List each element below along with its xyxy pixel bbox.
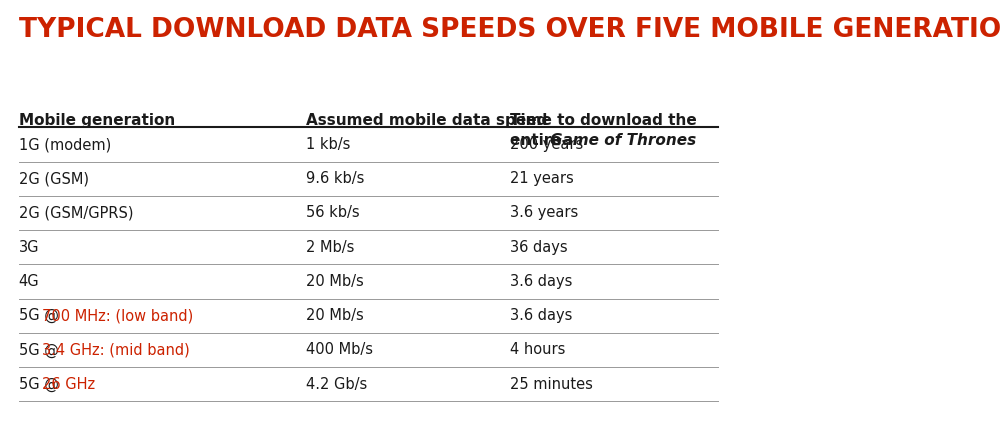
Text: 5G @: 5G @ bbox=[19, 377, 63, 392]
Text: entire: entire bbox=[510, 133, 567, 148]
Text: 3.6 days: 3.6 days bbox=[510, 274, 572, 289]
Text: 200 years: 200 years bbox=[510, 137, 583, 152]
Text: 5G @: 5G @ bbox=[19, 308, 63, 323]
Text: Assumed mobile data speed: Assumed mobile data speed bbox=[306, 113, 548, 128]
Text: 36 days: 36 days bbox=[510, 240, 568, 255]
Text: 5G @: 5G @ bbox=[19, 343, 63, 357]
Text: 20 Mb/s: 20 Mb/s bbox=[306, 274, 364, 289]
Text: 2 Mb/s: 2 Mb/s bbox=[306, 240, 355, 255]
Text: Mobile generation: Mobile generation bbox=[19, 113, 175, 128]
Text: 1 kb/s: 1 kb/s bbox=[306, 137, 351, 152]
Text: 400 Mb/s: 400 Mb/s bbox=[306, 343, 373, 357]
Text: 700 MHz: (low band): 700 MHz: (low band) bbox=[42, 308, 193, 323]
Text: 25 minutes: 25 minutes bbox=[510, 377, 593, 392]
Text: 26 GHz: 26 GHz bbox=[42, 377, 95, 392]
Text: 3.4 GHz: (mid band): 3.4 GHz: (mid band) bbox=[42, 343, 189, 357]
Text: 3.6 days: 3.6 days bbox=[510, 308, 572, 323]
Text: 2G (GSM): 2G (GSM) bbox=[19, 171, 89, 186]
Text: TYPICAL DOWNLOAD DATA SPEEDS OVER FIVE MOBILE GENERATIONS: TYPICAL DOWNLOAD DATA SPEEDS OVER FIVE M… bbox=[19, 17, 1000, 43]
Text: 20 Mb/s: 20 Mb/s bbox=[306, 308, 364, 323]
Text: 9.6 kb/s: 9.6 kb/s bbox=[306, 171, 365, 186]
Text: 56 kb/s: 56 kb/s bbox=[306, 205, 360, 221]
Text: 3G: 3G bbox=[19, 240, 39, 255]
Text: 4 hours: 4 hours bbox=[510, 343, 565, 357]
Text: Game of Thrones: Game of Thrones bbox=[550, 133, 696, 148]
Text: 2G (GSM/GPRS): 2G (GSM/GPRS) bbox=[19, 205, 133, 221]
Text: 21 years: 21 years bbox=[510, 171, 574, 186]
Text: 3.6 years: 3.6 years bbox=[510, 205, 578, 221]
Text: Time to download the: Time to download the bbox=[510, 113, 697, 128]
Text: 1G (modem): 1G (modem) bbox=[19, 137, 111, 152]
Text: 4G: 4G bbox=[19, 274, 39, 289]
Text: 4.2 Gb/s: 4.2 Gb/s bbox=[306, 377, 368, 392]
